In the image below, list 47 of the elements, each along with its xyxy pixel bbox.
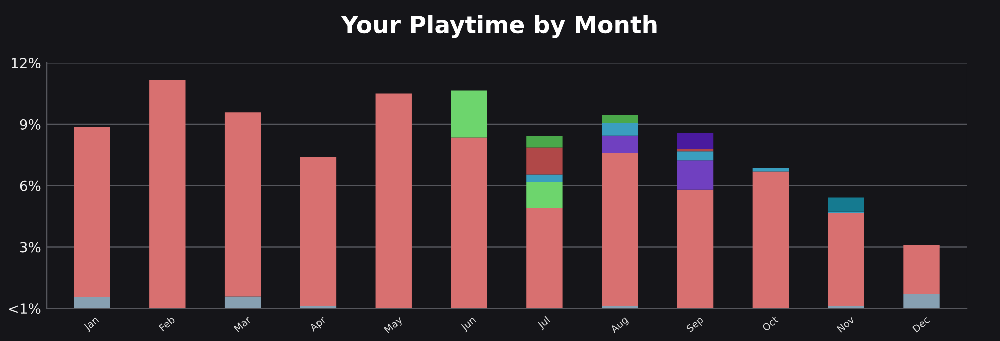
bar [526, 182, 563, 208]
bar [526, 136, 563, 148]
bar [677, 149, 714, 152]
bar [828, 198, 864, 212]
bar [904, 294, 940, 309]
bar [526, 148, 563, 175]
x-tick-label: Jan [83, 316, 100, 333]
x-tick-label: Nov [836, 316, 856, 333]
x-tick-label: May [384, 316, 404, 336]
bar [677, 152, 714, 161]
bar [828, 213, 864, 306]
x-tick-label: Aug [610, 316, 630, 335]
bar [752, 172, 790, 309]
x-tick-label: Sep [686, 316, 706, 334]
bar [677, 190, 714, 309]
bar [376, 94, 412, 309]
y-tick-label: <1% [9, 304, 41, 314]
bar [224, 296, 262, 309]
x-tick-label: Jul [536, 316, 552, 331]
bar [526, 174, 563, 182]
bar [677, 133, 714, 150]
bar [602, 115, 638, 124]
y-tick-label: 9% [20, 119, 41, 130]
x-tick-label: Dec [912, 316, 930, 333]
bar [602, 136, 638, 154]
bar [602, 123, 638, 136]
bar [300, 157, 337, 307]
bar [150, 80, 186, 309]
bar [752, 168, 790, 172]
x-tick-label: Feb [158, 316, 176, 332]
bar [451, 90, 488, 138]
chart-title: Your Playtime by Month [341, 15, 657, 38]
bar [74, 297, 110, 309]
bar [224, 112, 262, 297]
x-tick-label: Mar [234, 316, 252, 332]
bar [904, 245, 940, 294]
x-tick-label: Jun [460, 316, 478, 333]
bar [74, 128, 110, 298]
bar [451, 138, 488, 309]
bar [677, 160, 714, 190]
x-tick-label: Oct [762, 316, 780, 332]
bar [602, 154, 638, 307]
y-tick-label: 6% [20, 180, 41, 192]
x-tick-label: Apr [309, 316, 328, 334]
bar [526, 208, 563, 309]
y-tick-label: 12% [12, 58, 41, 69]
y-tick-label: 3% [20, 242, 41, 253]
